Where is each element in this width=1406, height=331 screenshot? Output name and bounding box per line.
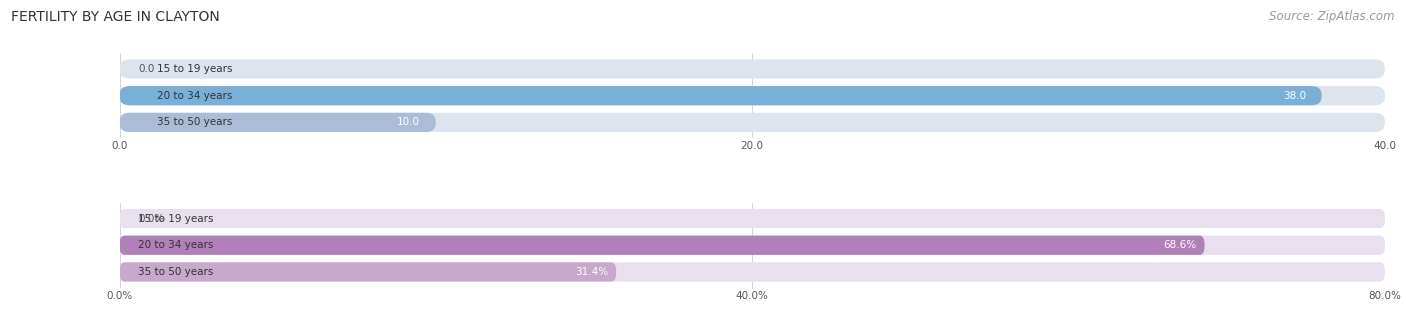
Text: FERTILITY BY AGE IN CLAYTON: FERTILITY BY AGE IN CLAYTON [11,10,219,24]
Text: 15 to 19 years: 15 to 19 years [139,213,214,223]
FancyBboxPatch shape [120,236,1385,255]
Text: 35 to 50 years: 35 to 50 years [157,118,233,127]
FancyBboxPatch shape [120,113,1385,132]
FancyBboxPatch shape [120,113,436,132]
FancyBboxPatch shape [120,86,1385,105]
Text: 20 to 34 years: 20 to 34 years [139,240,214,250]
FancyBboxPatch shape [120,262,1385,282]
Text: 31.4%: 31.4% [575,267,609,277]
Text: 68.6%: 68.6% [1164,240,1197,250]
FancyBboxPatch shape [120,86,1322,105]
Text: 0.0: 0.0 [139,64,155,74]
FancyBboxPatch shape [120,209,1385,228]
FancyBboxPatch shape [120,59,1385,78]
Text: 10.0: 10.0 [396,118,420,127]
Text: 20 to 34 years: 20 to 34 years [157,91,233,101]
Text: Source: ZipAtlas.com: Source: ZipAtlas.com [1270,10,1395,23]
FancyBboxPatch shape [120,262,616,282]
Text: 38.0: 38.0 [1282,91,1306,101]
Text: 15 to 19 years: 15 to 19 years [157,64,233,74]
Text: 0.0%: 0.0% [139,213,165,223]
Text: 35 to 50 years: 35 to 50 years [139,267,214,277]
FancyBboxPatch shape [120,236,1205,255]
